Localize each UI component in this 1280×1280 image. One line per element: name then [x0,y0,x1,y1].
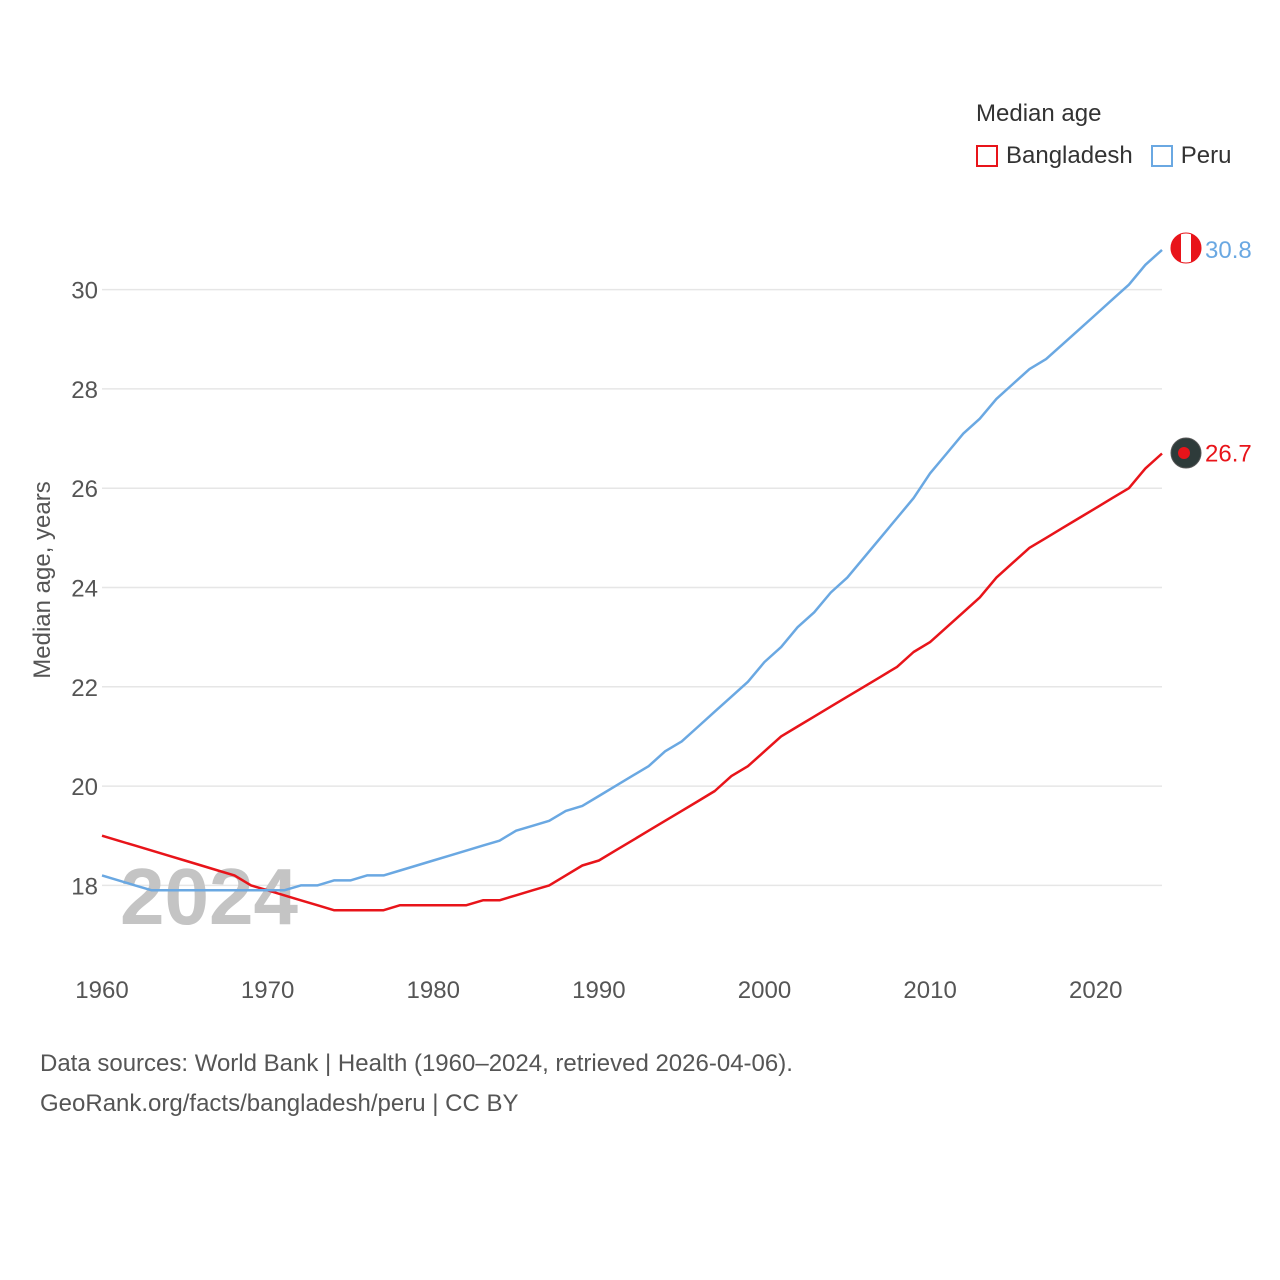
series-lines [101,248,1163,912]
end-label-peru: 30.8 [1205,237,1252,264]
legend: Bangladesh Peru [976,142,1249,170]
x-tick-label-1970: 1970 [241,977,294,1004]
y-tick-label-24: 24 [71,576,98,603]
x-tick-label-1980: 1980 [407,977,460,1004]
y-tick-label-18: 18 [71,873,98,900]
y-tick-label-28: 28 [71,377,98,404]
y-tick-label-22: 22 [71,675,98,702]
bangladesh-flag-icon [1170,437,1202,469]
series-line-peru [101,248,1163,892]
end-markers [1170,232,1202,469]
legend-swatch-bangladesh [976,145,998,167]
gridlines [102,288,1162,887]
x-tick-label-1960: 1960 [75,977,128,1004]
x-axis-ticks: 1960 1970 1980 1990 2000 2010 2020 [75,977,1122,1004]
x-tick-label-2000: 2000 [738,977,791,1004]
legend-label-peru: Peru [1180,142,1232,169]
legend-swatch-peru [1150,145,1173,167]
attribution-link[interactable]: GeoRank.org/facts/bangladesh/peru | CC B… [40,1090,519,1117]
x-tick-label-2010: 2010 [903,977,956,1004]
x-tick-label-2020: 2020 [1069,977,1122,1004]
legend-item-peru[interactable]: Peru [1150,142,1232,170]
y-axis-label: Median age, years [29,481,56,678]
y-tick-label-20: 20 [71,774,98,801]
y-tick-label-30: 30 [71,278,98,305]
end-labels: 26.7 30.8 [1205,237,1252,468]
chart-footer: Data sources: World Bank | Health (1960–… [40,1044,793,1124]
peru-flag-icon [1170,232,1202,264]
year-watermark: 2024 [120,852,298,941]
y-tick-label-26: 26 [71,476,98,503]
data-source-note: Data sources: World Bank | Health (1960–… [40,1050,793,1077]
end-label-bangladesh: 26.7 [1205,440,1252,467]
series-line-bangladesh [101,452,1163,912]
legend-item-bangladesh[interactable]: Bangladesh [976,142,1133,170]
y-axis-ticks: 18 20 22 24 26 28 30 [71,278,98,901]
legend-label-bangladesh: Bangladesh [1006,142,1133,169]
x-tick-label-1990: 1990 [572,977,625,1004]
legend-title: Median age [976,100,1102,127]
